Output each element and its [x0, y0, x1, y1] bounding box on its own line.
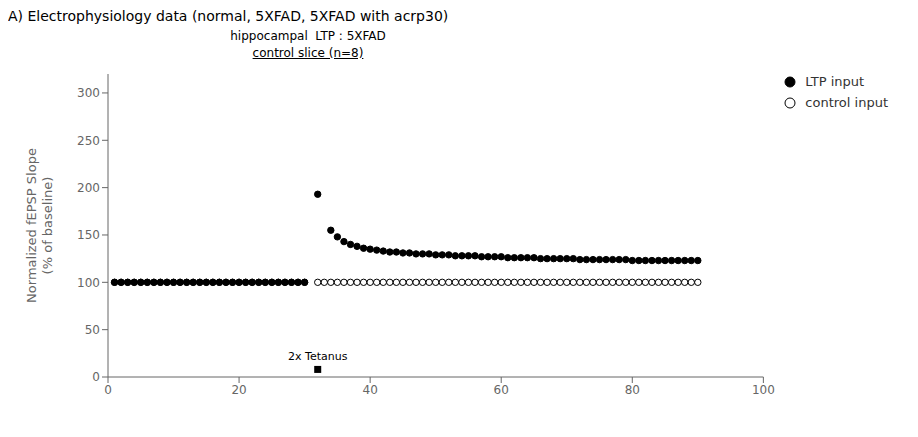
- svg-text:100: 100: [77, 276, 100, 290]
- svg-text:20: 20: [231, 383, 246, 397]
- svg-text:150: 150: [77, 228, 100, 242]
- html-text:LTP input: LTP input: [805, 74, 865, 89]
- svg-text:50: 50: [85, 323, 100, 337]
- svg-text:60: 60: [494, 383, 509, 397]
- html-text:control input: control input: [805, 95, 888, 110]
- svg-text:250: 250: [77, 134, 100, 148]
- svg-text:100: 100: [752, 383, 775, 397]
- svg-text:80: 80: [625, 383, 640, 397]
- svg-text:0: 0: [92, 370, 100, 384]
- svg-text:(% of baseline): (% of baseline): [40, 177, 55, 275]
- svg-text:300: 300: [77, 86, 100, 100]
- svg-text:40: 40: [363, 383, 378, 397]
- html-text:A) Electrophysiology data (nor: A) Electrophysiology data (normal, 5XFAD…: [8, 8, 449, 24]
- svg-text:0: 0: [104, 383, 112, 397]
- html-text:hippocampal LTP : 5XFAD: hippocampal LTP : 5XFAD: [230, 29, 386, 43]
- svg-text:2x Tetanus: 2x Tetanus: [288, 350, 348, 363]
- svg-text:Normalized fEPSP Slope: Normalized fEPSP Slope: [24, 148, 39, 303]
- svg-text:200: 200: [77, 181, 100, 195]
- html-text:control slice (n=8): control slice (n=8): [252, 46, 364, 60]
